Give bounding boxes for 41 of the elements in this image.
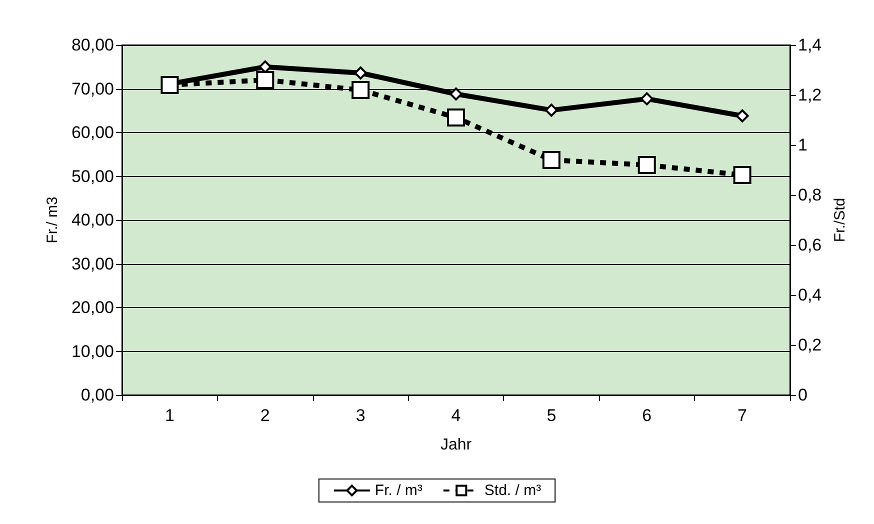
x-tick-label: 7 [738,406,748,425]
y-tick-label: 10,00 [71,342,114,361]
point [354,66,368,80]
y-tick-label: 30,00 [71,254,114,274]
point [542,151,560,169]
x-axis-title: Jahr [440,436,472,454]
y2-tick-label: 0,2 [798,336,822,354]
y-axis-title: Fr./ m3 [44,196,61,244]
legend-label: Std. / m³ [484,482,542,499]
y-tick-label: 0,00 [80,386,114,404]
point [733,166,752,184]
point [256,71,274,89]
y-tick-label: 20,00 [71,298,114,317]
y-tick-label: 50,00 [71,166,114,186]
y2-tick-label: 1 [798,136,808,154]
x-tick-label: 6 [642,406,652,425]
y2-axis-title: Fr./Std [832,198,849,242]
x-tick-label: 4 [451,406,461,425]
x-tick-label: 5 [546,406,556,425]
x-tick-label: 3 [356,406,366,425]
point [447,108,465,126]
y2-tick-label: 0 [798,386,808,404]
y2-tick-label: 0,4 [798,286,822,304]
y-tick-label: 40,00 [71,210,114,230]
y2-tick-label: 1,4 [798,36,822,54]
point [450,88,462,100]
y-tick-label: 70,00 [71,79,114,98]
y-tick-label: 60,00 [71,123,114,142]
x-tick-label: 1 [164,406,174,425]
legend-label: Fr. / m³ [374,482,422,499]
y2-tick-label: 0,6 [798,236,822,254]
point [638,156,656,174]
y2-tick-label: 1,2 [798,86,822,104]
point [640,92,654,106]
y2-tick-label: 0,8 [798,186,822,204]
y-tick-label: 80,00 [71,36,114,54]
point [736,109,749,122]
x-tick-label: 2 [260,406,270,425]
point [352,81,370,99]
point [544,104,558,117]
point [160,76,179,94]
